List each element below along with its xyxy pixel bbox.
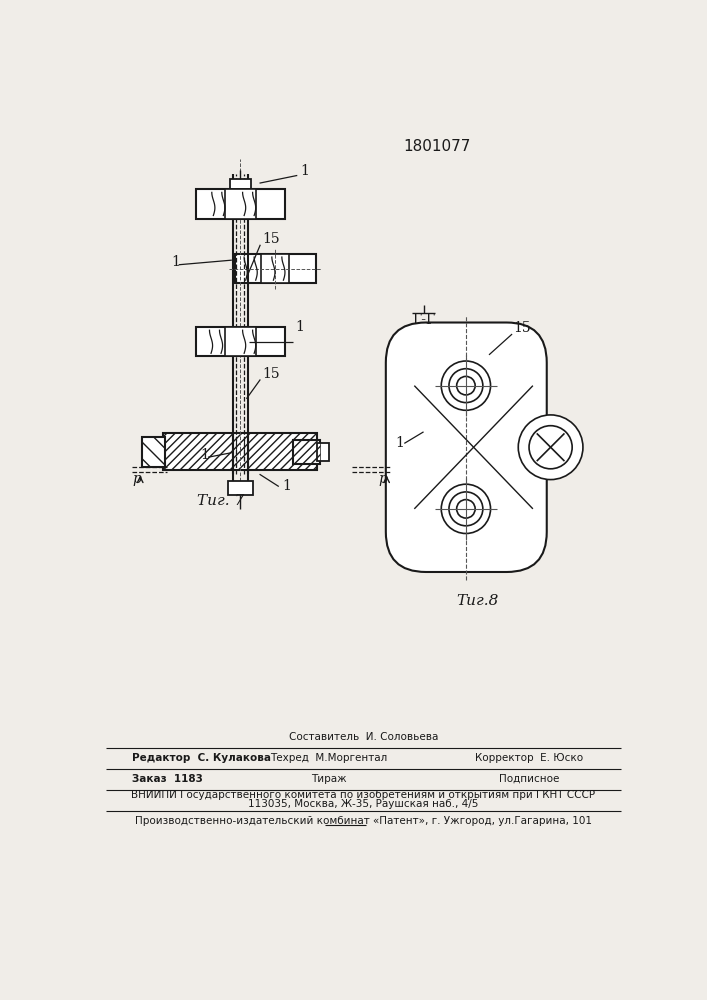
Text: 1: 1 — [395, 436, 404, 450]
Text: 15: 15 — [514, 321, 531, 335]
Circle shape — [441, 484, 491, 533]
Text: Τиг. 7: Τиг. 7 — [197, 494, 245, 508]
Text: 1: 1 — [171, 255, 180, 269]
Text: 1: 1 — [283, 479, 291, 493]
Circle shape — [457, 376, 475, 395]
Bar — [261, 254, 288, 283]
Bar — [197, 327, 285, 356]
Text: Составитель  И. Соловьева: Составитель И. Соловьева — [288, 732, 438, 742]
Bar — [293, 440, 320, 464]
Circle shape — [449, 492, 483, 526]
Bar — [293, 440, 320, 464]
Circle shape — [457, 500, 475, 518]
Text: Г-Г: Г-Г — [412, 313, 436, 327]
Circle shape — [449, 369, 483, 403]
Text: Подписное: Подписное — [499, 774, 559, 784]
Text: 1: 1 — [300, 164, 309, 178]
Text: 15: 15 — [262, 232, 279, 246]
Bar — [163, 433, 317, 470]
Text: Производственно-издательский комбинат «Патент», г. Ужгород, ул.Гагарина, 101: Производственно-издательский комбинат «П… — [135, 816, 592, 826]
Text: ВНИИПИ Государственного комитета по изобретениям и открытиям при ГКНТ СССР: ВНИИПИ Государственного комитета по изоб… — [132, 790, 595, 800]
Text: 1: 1 — [296, 320, 305, 334]
Text: р: р — [379, 472, 387, 486]
Text: Редактор  С. Кулакова: Редактор С. Кулакова — [132, 753, 271, 763]
Text: 15: 15 — [262, 367, 279, 381]
Bar — [225, 189, 256, 219]
Bar — [317, 443, 329, 461]
Circle shape — [518, 415, 583, 480]
Bar — [197, 189, 285, 219]
Text: 1801077: 1801077 — [403, 139, 470, 154]
FancyBboxPatch shape — [386, 323, 547, 572]
Text: Тираж: Тираж — [311, 774, 346, 784]
Text: Τиг.8: Τиг.8 — [456, 594, 498, 608]
Bar — [141, 437, 165, 466]
Text: Корректор  Е. Юско: Корректор Е. Юско — [475, 753, 583, 763]
Text: Техред  М.Моргентал: Техред М.Моргентал — [270, 753, 387, 763]
Text: 113035, Москва, Ж-35, Раушская наб., 4/5: 113035, Москва, Ж-35, Раушская наб., 4/5 — [248, 799, 479, 809]
Bar — [141, 437, 165, 466]
Bar — [235, 254, 316, 283]
Bar — [230, 179, 251, 189]
Circle shape — [529, 426, 572, 469]
Bar — [228, 481, 252, 495]
Text: 1: 1 — [200, 448, 209, 462]
Text: р: р — [132, 472, 141, 486]
Text: Заказ  1183: Заказ 1183 — [132, 774, 204, 784]
Circle shape — [441, 361, 491, 410]
Bar — [225, 327, 256, 356]
